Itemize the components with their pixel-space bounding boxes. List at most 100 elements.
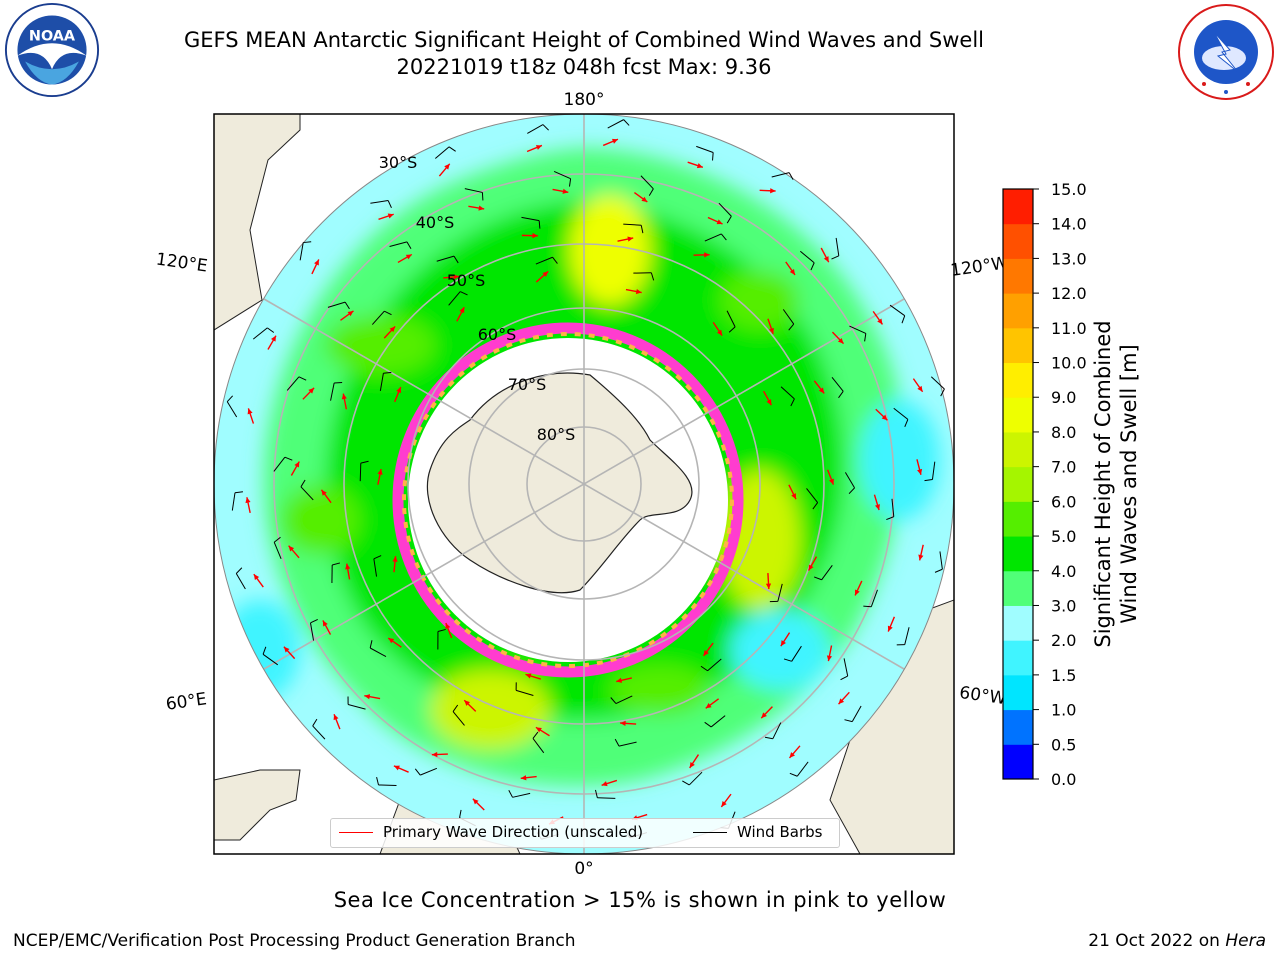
wind-barb-flag [848,487,855,495]
wind-barb-flag [383,371,392,374]
colorbar-tick-label: 12.0 [1051,284,1087,303]
colorbar-bin [1003,397,1033,433]
lon-label-120w: 120°W [949,253,1009,281]
colorbar-tick-label: 1.0 [1051,701,1076,720]
wave-arrow-head [703,649,709,656]
wind-barb-flag [934,568,943,573]
wind-barb-staff [704,233,722,242]
wind-barb-flag [838,391,844,399]
wind-barb-flag [813,576,822,581]
wave-arrow-head [627,236,634,242]
colorbar-label-line1: Significant Height of Combined [1091,320,1115,648]
colorbar-tick-label: 15.0 [1051,180,1087,199]
wind-barb-flag [406,241,412,250]
wave-arrow-head [288,545,295,552]
wave-arrow-head [716,329,723,336]
wind-barb-flag [844,719,853,723]
wind-barb-flag [831,255,839,260]
wind-barb-staff [780,386,795,400]
wave-arrow-head [392,556,398,562]
wind-barb-staff [710,715,726,728]
wind-barb-staff [718,202,732,217]
wind-barb-flag [901,315,906,324]
wind-barb-staff [379,373,384,392]
lat-label-50s: 50°S [447,271,486,290]
graticule [214,114,954,854]
wind-barb-staff [436,255,455,262]
wind-barb-flag [788,172,794,180]
wave-arrow-head [704,252,710,258]
wave-arrow-head [245,497,251,504]
wind-barb-staff [939,551,943,570]
wave-arrow-head [377,469,383,475]
wave-arrow-head [445,623,451,630]
wave-arrow-head [826,655,833,662]
wind-barb-staff [799,250,815,264]
wind-barb-flag [360,460,369,464]
wave-arrow-head [641,196,648,202]
lon-label-0: 0° [574,859,593,879]
wind-barb-staff [300,486,314,501]
wave-arrow-head [887,625,893,632]
wave-arrow-head [875,504,881,511]
wave-arrow-head [532,233,538,239]
wind-barb-flag [568,178,572,187]
wind-barb-flag [810,262,815,271]
lon-label-180: 180° [564,90,605,110]
wind-barb-staff [851,705,862,722]
colorbar-tick-label: 13.0 [1051,249,1087,268]
footer-date: 21 Oct 2022 on Hera [1088,931,1266,951]
wind-barb-staff [777,583,783,602]
wave-arrow-head [388,638,395,644]
legend-barb-swatch [693,832,727,833]
wind-barb-flag [262,646,267,655]
colorbar-tick-label: 8.0 [1051,423,1076,442]
wave-arrow-head [520,775,527,781]
wind-barb-flag [640,225,644,234]
colorbar-bin [1003,744,1033,780]
noaa-logo-text: NOAA [29,28,76,44]
wind-barb-staff [782,309,795,325]
wind-barb-flag [728,326,736,333]
wind-barb-staff [771,172,790,178]
wave-arrow-head [823,256,829,263]
wind-barb-staff [359,463,362,482]
wind-barb-flag [452,704,459,712]
wind-barb-staff [891,498,895,517]
colorbar-bin [1003,570,1033,606]
map-frame [213,113,955,855]
wind-barb-staff [688,771,703,786]
wind-barb-staff [521,216,540,222]
colorbar-bin [1003,674,1033,711]
wave-arrow-head [829,478,834,485]
wave-arrow-head [918,554,924,561]
wind-barb-flag [764,736,773,740]
wind-barb-flag [904,419,909,427]
wind-barb-flag [788,323,795,331]
wind-barb-staff [378,784,397,787]
wave-arrow-head [789,269,795,275]
wave-arrow-head [333,714,339,721]
wave-arrow-head [791,493,796,500]
wind-barb-staff [371,310,385,325]
colorbar-bin [1003,501,1033,537]
wave-arrow-head [444,163,450,170]
wind-barb-flag [789,772,798,777]
wind-barb-flag [720,233,727,241]
wave-arrow-head [535,145,542,150]
wind-barb-staff [615,695,633,705]
wind-barb-flag [369,640,373,649]
wind-barb-flag [614,738,620,747]
wind-barb-staff [347,704,366,710]
wind-barb-flag [460,291,468,296]
wind-barb-staff [389,241,408,248]
map-legend: Primary Wave Direction (unscaled) Wind B… [330,818,840,848]
wave-arrow-head [364,694,371,700]
wind-barb-staff [893,407,909,420]
wave-arrow-head [611,138,618,144]
wind-barb-flag [334,381,343,384]
wind-barb-flag [310,618,318,624]
wind-barb-staff [844,472,856,489]
legend-item-barb: Wind Barbs [693,823,822,841]
wind-barb-flag [594,789,598,798]
